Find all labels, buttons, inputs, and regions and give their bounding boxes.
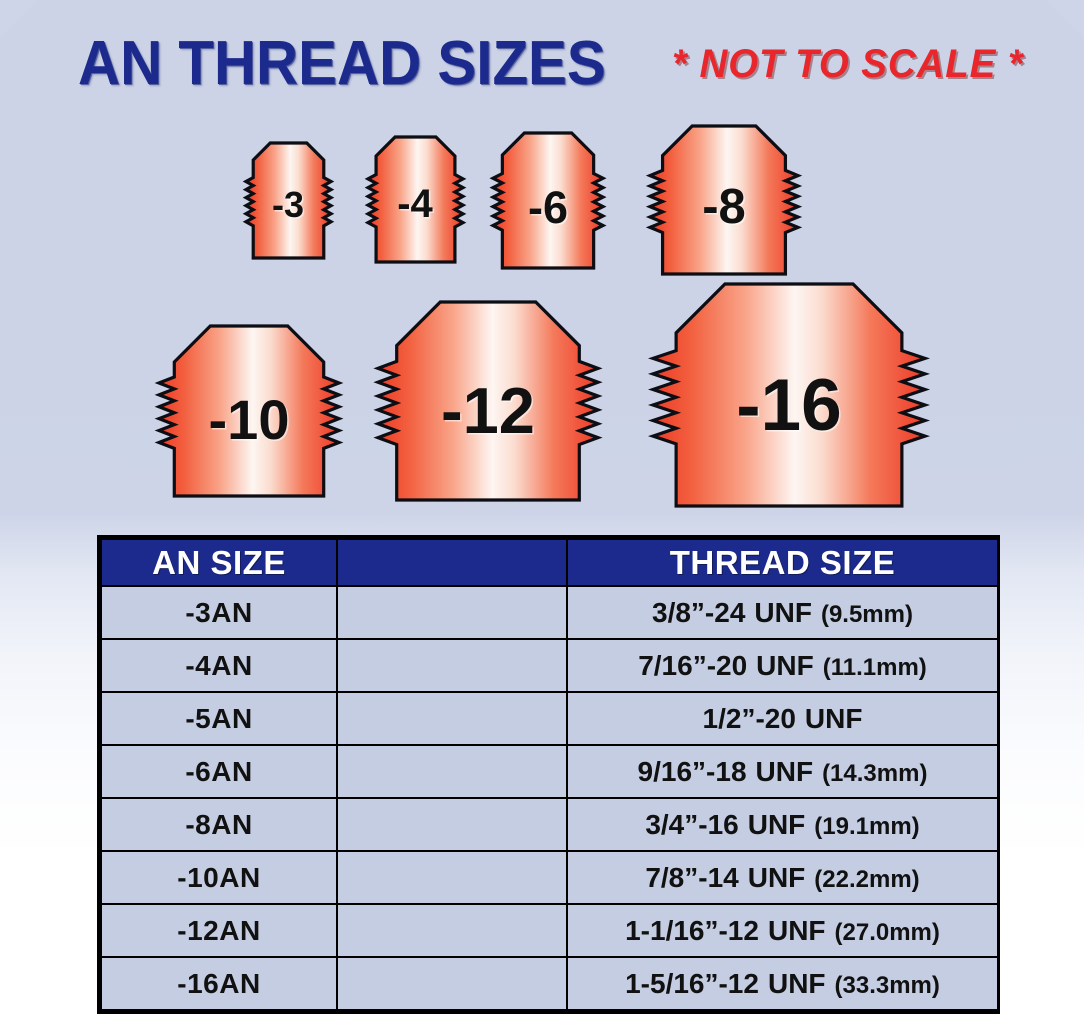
table-row: -5AN 1/2”-20 UNF xyxy=(100,691,999,746)
cell-an-size: -5AN xyxy=(100,691,338,746)
fitting-shape-minus3: -3 xyxy=(242,141,334,260)
cell-blank xyxy=(336,850,568,905)
fitting-shape-minus16: -16 xyxy=(647,282,931,508)
fitting-outline xyxy=(489,131,607,270)
cell-thread-size: 9/16”-18 UNF (14.3mm) xyxy=(566,744,999,799)
thread-fraction: 7/8”-14 xyxy=(645,861,739,893)
cell-thread-size: 3/8”-24 UNF (9.5mm) xyxy=(566,585,999,640)
cell-thread-size: 1/2”-20 UNF xyxy=(566,691,999,746)
table-row: -8AN 3/4”-16 UNF (19.1mm) xyxy=(100,797,999,852)
not-to-scale-note: * NOT TO SCALE * xyxy=(672,42,1024,86)
fitting-outline xyxy=(373,300,603,502)
table-header-row: AN SIZE THREAD SIZE xyxy=(100,538,999,587)
thread-fraction: 1-5/16”-12 xyxy=(625,967,759,999)
thread-metric: (22.2mm) xyxy=(814,865,920,893)
thread-standard: UNF xyxy=(767,914,826,946)
thread-metric: (11.1mm) xyxy=(822,653,927,681)
thread-standard: UNF xyxy=(747,861,806,893)
cell-blank xyxy=(336,744,568,799)
table-row: -10AN 7/8”-14 UNF (22.2mm) xyxy=(100,850,999,905)
thread-standard: UNF xyxy=(804,702,863,734)
cell-blank xyxy=(336,638,568,693)
cell-thread-size: 1-1/16”-12 UNF (27.0mm) xyxy=(566,903,999,958)
fitting-outline xyxy=(242,141,334,260)
table-row: -3AN 3/8”-24 UNF (9.5mm) xyxy=(100,585,999,640)
column-header-an-size: AN SIZE xyxy=(100,538,338,587)
fitting-shape-minus10: -10 xyxy=(154,324,344,498)
fitting-shape-minus6: -6 xyxy=(489,131,607,270)
thread-fraction: 1-1/16”-12 xyxy=(625,914,759,946)
thread-metric: (19.1mm) xyxy=(814,812,920,840)
thread-metric: (33.3mm) xyxy=(834,971,940,999)
cell-an-size: -6AN xyxy=(100,744,338,799)
cell-an-size: -16AN xyxy=(100,956,338,1011)
cell-blank xyxy=(336,585,568,640)
table-row: -4AN 7/16”-20 UNF (11.1mm) xyxy=(100,638,999,693)
column-header-blank xyxy=(336,538,568,587)
fitting-shape-minus8: -8 xyxy=(645,124,803,276)
cell-an-size: -3AN xyxy=(100,585,338,640)
table-row: -12AN 1-1/16”-12 UNF (27.0mm) xyxy=(100,903,999,958)
fitting-outline xyxy=(364,135,466,264)
cell-an-size: -4AN xyxy=(100,638,338,693)
table-row: -16AN 1-5/16”-12 UNF (33.3mm) xyxy=(100,956,999,1011)
cell-thread-size: 1-5/16”-12 UNF (33.3mm) xyxy=(566,956,999,1011)
thread-fraction: 3/8”-24 xyxy=(652,596,746,628)
thread-standard: UNF xyxy=(756,649,814,681)
cell-an-size: -8AN xyxy=(100,797,338,852)
page-title: AN THREAD SIZES xyxy=(78,29,606,98)
fitting-shape-minus12: -12 xyxy=(373,300,603,502)
cell-blank xyxy=(336,691,568,746)
cell-blank xyxy=(336,797,568,852)
thread-fraction: 1/2”-20 xyxy=(702,702,796,734)
cell-blank xyxy=(336,903,568,958)
thread-fraction: 7/16”-20 xyxy=(638,649,748,681)
thread-standard: UNF xyxy=(747,808,806,840)
cell-thread-size: 7/16”-20 UNF (11.1mm) xyxy=(566,638,999,693)
fitting-outline xyxy=(154,324,344,498)
table-row: -6AN 9/16”-18 UNF (14.3mm) xyxy=(100,744,999,799)
cell-blank xyxy=(336,956,568,1011)
column-header-thread-size: THREAD SIZE xyxy=(566,538,999,587)
fitting-shape-minus4: -4 xyxy=(364,135,466,264)
fitting-outline xyxy=(645,124,803,276)
thread-metric: (27.0mm) xyxy=(834,918,940,946)
cell-an-size: -10AN xyxy=(100,850,338,905)
thread-metric: (14.3mm) xyxy=(822,759,928,787)
thread-metric: (9.5mm) xyxy=(820,600,913,628)
thread-size-table: AN SIZE THREAD SIZE -3AN 3/8”-24 UNF (9.5mm… xyxy=(97,535,1000,1014)
fitting-outline xyxy=(647,282,931,508)
cell-thread-size: 7/8”-14 UNF (22.2mm) xyxy=(566,850,999,905)
thread-standard: UNF xyxy=(755,755,814,787)
cell-an-size: -12AN xyxy=(100,903,338,958)
cell-thread-size: 3/4”-16 UNF (19.1mm) xyxy=(566,797,999,852)
thread-fraction: 3/4”-16 xyxy=(645,808,739,840)
thread-standard: UNF xyxy=(754,596,812,628)
thread-fraction: 9/16”-18 xyxy=(637,755,747,787)
thread-standard: UNF xyxy=(767,967,826,999)
